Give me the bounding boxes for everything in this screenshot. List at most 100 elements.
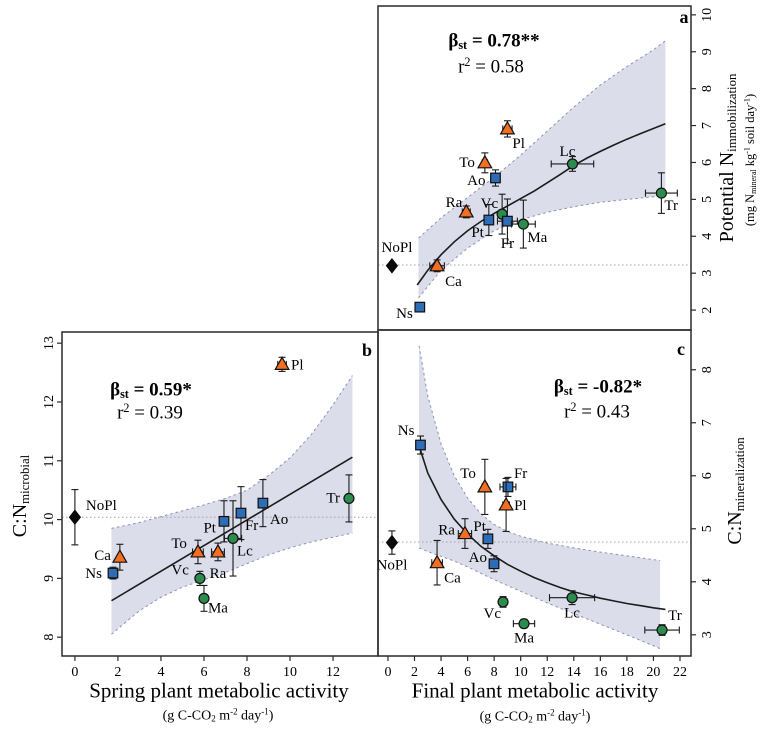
- data-point-nopl: NoPl: [382, 240, 413, 274]
- confidence-band: [418, 40, 666, 298]
- circle-marker: [227, 532, 239, 544]
- point-label: Ca: [444, 571, 461, 587]
- data-point-ca: Ca: [94, 543, 128, 571]
- data-point-to: To: [460, 458, 493, 516]
- point-label: Fr: [245, 518, 258, 534]
- point-label: Vc: [484, 606, 502, 622]
- triangle-marker: [477, 478, 493, 493]
- point-label: Ma: [514, 631, 534, 647]
- data-point-ca: Ca: [429, 539, 461, 587]
- x-tick-label: 6: [464, 665, 471, 680]
- data-point-pl: Pl: [498, 477, 527, 532]
- point-label: Lc: [564, 606, 580, 622]
- point-label: Pl: [291, 357, 304, 373]
- data-point-pl: Pl: [274, 356, 304, 373]
- y-tick-label: 13: [42, 336, 57, 350]
- circle-marker: [656, 624, 668, 636]
- square-marker: [482, 533, 494, 545]
- y-tick-label: 4: [700, 233, 715, 240]
- data-point-ns: Ns: [85, 566, 119, 582]
- y-tick-label: 12: [42, 395, 57, 409]
- point-label: Ns: [398, 423, 415, 439]
- circle-marker: [518, 618, 530, 630]
- data-point-lc: Lc: [548, 590, 596, 622]
- point-label: Pl: [514, 498, 527, 514]
- point-label: Ao: [467, 173, 485, 189]
- x-axis-title-final: Final plant metabolic activity: [411, 678, 659, 703]
- data-point-nopl: NoPl: [377, 530, 408, 574]
- square-marker: [488, 558, 500, 570]
- y-tick-label: 6: [700, 472, 715, 479]
- y-tick-label: 4: [700, 578, 715, 585]
- triangle-marker: [498, 496, 514, 511]
- circle-marker: [198, 592, 210, 604]
- point-label: Ma: [208, 600, 228, 616]
- triangle-marker: [457, 525, 473, 540]
- point-label: Lc: [237, 543, 253, 559]
- point-label: NoPl: [377, 558, 408, 574]
- diamond-marker: [385, 534, 399, 551]
- x-axis-units-spring: (g C-CO2 m-2 day-1): [162, 706, 274, 724]
- data-point-ra: Ra: [438, 518, 473, 549]
- data-point-ns: Ns: [398, 423, 426, 455]
- panel-border: [377, 329, 692, 657]
- point-label: Ra: [210, 566, 227, 582]
- point-label: Fr: [514, 466, 527, 482]
- x-tick-label: 14: [567, 665, 581, 680]
- data-point-ma: Ma: [510, 199, 548, 249]
- x-tick-label: 20: [646, 665, 660, 680]
- triangle-marker: [210, 543, 226, 558]
- stats-beta-a: βst = 0.78**: [448, 30, 540, 53]
- x-tick-label: 4: [438, 665, 445, 680]
- y-tick-label: 2: [700, 307, 715, 314]
- x-tick-label: 12: [540, 665, 554, 680]
- x-tick-label: 10: [514, 665, 528, 680]
- circle-marker: [343, 492, 355, 505]
- triangle-marker: [112, 548, 128, 563]
- circle-marker: [497, 596, 509, 608]
- y-tick-label: 3: [700, 270, 715, 277]
- triangle-marker: [458, 203, 475, 218]
- confidence-band-upper-edge: [418, 40, 666, 239]
- stats-r2-a: r2 = 0.58: [458, 54, 524, 78]
- point-label: Ma: [527, 230, 547, 246]
- x-tick-label: 16: [593, 665, 607, 680]
- circle-marker: [655, 187, 667, 199]
- y-tick-label: 9: [42, 575, 57, 582]
- data-point-fr: Fr: [499, 466, 527, 497]
- point-label: Lc: [560, 144, 576, 160]
- confidence-band-lower-edge: [418, 547, 661, 650]
- data-point-tr: Tr: [644, 608, 682, 636]
- data-point-ra: Ra: [210, 542, 227, 582]
- panel-letter-a: a: [679, 7, 689, 28]
- point-label: Tr: [664, 198, 678, 214]
- y-tick-label: 7: [700, 419, 715, 426]
- x-tick-label: 4: [157, 665, 164, 680]
- x-tick-label: 2: [114, 665, 121, 680]
- point-label: Pt: [471, 225, 484, 241]
- y-tick-label: 10: [700, 8, 715, 22]
- point-label: Pt: [473, 519, 486, 535]
- y-tick-label: 3: [700, 631, 715, 638]
- stats-beta-b: βst = 0.59*: [110, 379, 192, 402]
- data-point-ao: Ao: [469, 550, 500, 573]
- point-label: To: [460, 466, 476, 482]
- triangle-marker: [429, 554, 445, 569]
- x-axis-title-spring: Spring plant metabolic activity: [89, 678, 349, 703]
- data-point-ca: Ca: [429, 257, 462, 290]
- diamond-marker: [385, 257, 399, 274]
- triangle-marker: [190, 543, 206, 558]
- x-tick-label: 6: [200, 665, 207, 680]
- panel-c: NoPl Ns Ca Ra To Pt Fr Pl Ao Vc Ma Lc Tr 0 2 4 6 8 10 12 14 1…: [377, 329, 715, 680]
- y-tick-label: 10: [42, 513, 57, 527]
- point-label: NoPl: [382, 240, 413, 256]
- square-marker: [415, 439, 426, 451]
- y-axis-title-cn-mineralization: C:Nmineralization: [724, 437, 747, 545]
- data-point-pt: Pt: [471, 203, 495, 241]
- point-label: Ca: [94, 548, 111, 564]
- point-label: NoPl: [86, 498, 117, 514]
- y-tick-label: 8: [700, 85, 715, 92]
- data-point-ma: Ma: [512, 618, 536, 647]
- data-point-ao: Ao: [257, 479, 288, 528]
